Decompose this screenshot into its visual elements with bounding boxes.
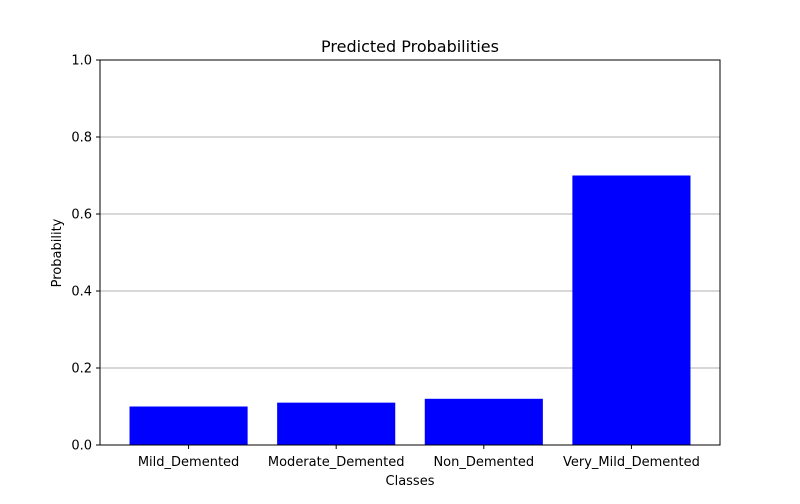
y-tick-label: 1.0 xyxy=(71,54,92,69)
y-tick-label: 0.2 xyxy=(71,362,92,377)
x-axis-ticks: Mild_Demented Moderate_Demented Non_Dement… xyxy=(138,445,700,470)
y-axis-label: Probability xyxy=(50,218,65,287)
y-tick-label: 0.0 xyxy=(71,439,92,454)
bar-very-mild-demented xyxy=(572,175,691,445)
x-axis-label: Classes xyxy=(386,474,435,489)
x-tick-label: Moderate_Demented xyxy=(268,455,405,470)
x-tick-label: Mild_Demented xyxy=(138,455,239,470)
y-axis-ticks: 0.0 0.2 0.4 0.6 0.8 1.0 xyxy=(71,54,100,454)
x-tick-label: Very_Mild_Demented xyxy=(563,455,700,470)
y-tick-label: 0.6 xyxy=(71,208,92,223)
plot-frame xyxy=(99,59,721,446)
chart-title: Predicted Probabilities xyxy=(321,37,499,56)
bar-moderate-demented xyxy=(277,402,396,445)
y-tick-label: 0.8 xyxy=(71,131,92,146)
bar-mild-demented xyxy=(129,406,248,445)
y-tick-label: 0.4 xyxy=(71,285,92,300)
bars xyxy=(129,175,691,445)
bar-non-demented xyxy=(424,398,543,445)
x-tick-label: Non_Demented xyxy=(433,455,534,470)
